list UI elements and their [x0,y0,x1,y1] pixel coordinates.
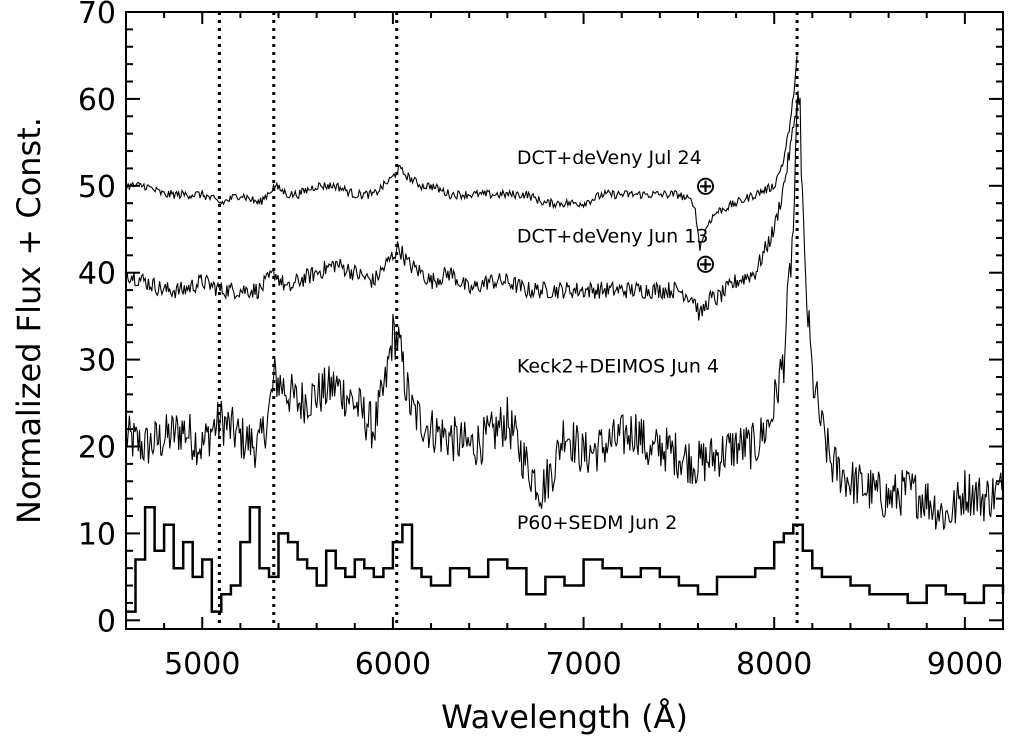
spectrum-line [126,506,1005,613]
spectrum-label: DCT+deVeny Jun 13 [517,225,709,247]
y-tick-label: 30 [78,344,116,379]
x-tick-label: 5000 [164,647,240,682]
spectrum-label: P60+SEDM Jun 2 [517,512,678,534]
x-tick-label: 8000 [736,647,812,682]
spectrum-line [125,98,798,321]
spectrum-label: Keck2+DEIMOS Jun 4 [517,356,719,378]
reference-lines [217,12,799,629]
x-tick-label: 7000 [545,647,621,682]
y-axis: 0 10 20 30 40 50 60 70 [78,0,1003,639]
y-tick-label: 70 [78,0,116,31]
x-axis: 5000 6000 7000 8000 9000 [125,12,1004,682]
x-axis-label: Wavelength (Å) [441,698,688,736]
y-tick-label: 0 [97,604,116,639]
spectrum-line [125,55,798,251]
y-tick-label: 40 [78,257,116,292]
annotations: DCT+deVeny Jul 24 DCT+deVeny Jun 13 Keck2+… [517,147,719,534]
y-tick-label: 50 [78,170,116,205]
spectrum-line [125,90,1004,530]
y-tick-label: 60 [78,83,116,118]
spectrum-label: DCT+deVeny Jul 24 [517,147,702,169]
x-tick-label: 6000 [355,647,431,682]
y-tick-label: 10 [78,517,116,552]
plot-frame [125,11,1004,630]
telluric-symbol: ⊕ [695,171,717,201]
y-tick-label: 20 [78,431,116,466]
x-tick-label: 9000 [927,647,1003,682]
spectra-series [125,55,1005,613]
y-axis-label: Normalized Flux + Const. [10,117,48,524]
telluric-symbol: ⊕ [695,250,717,280]
